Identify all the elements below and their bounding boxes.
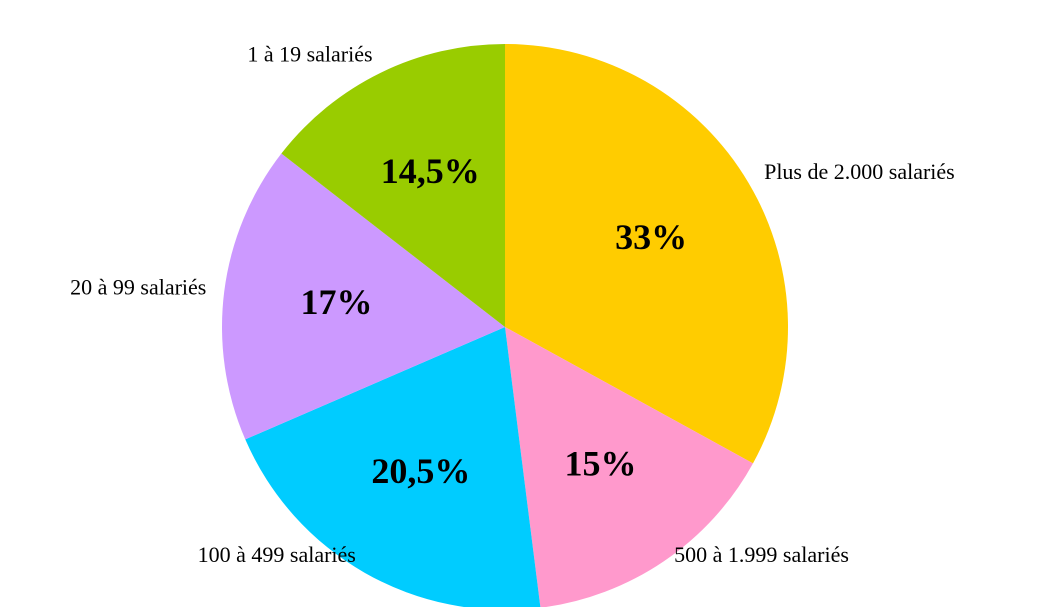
category-label: 500 à 1.999 salariés [674, 542, 849, 567]
category-label: 100 à 499 salariés [198, 542, 356, 567]
pie-slice [281, 44, 505, 327]
value-label: 15% [564, 444, 636, 484]
value-label: 17% [301, 282, 373, 322]
value-label: 33% [615, 217, 687, 257]
category-label: Plus de 2.000 salariés [764, 159, 955, 184]
pie-slice [505, 327, 753, 607]
category-label: 1 à 19 salariés [247, 42, 372, 67]
category-label: 20 à 99 salariés [70, 274, 206, 299]
value-label: 14,5% [381, 151, 480, 191]
pie-slice [245, 327, 541, 607]
pie-slice [505, 44, 789, 464]
pie-slice [222, 153, 506, 440]
value-label: 20,5% [371, 451, 470, 491]
